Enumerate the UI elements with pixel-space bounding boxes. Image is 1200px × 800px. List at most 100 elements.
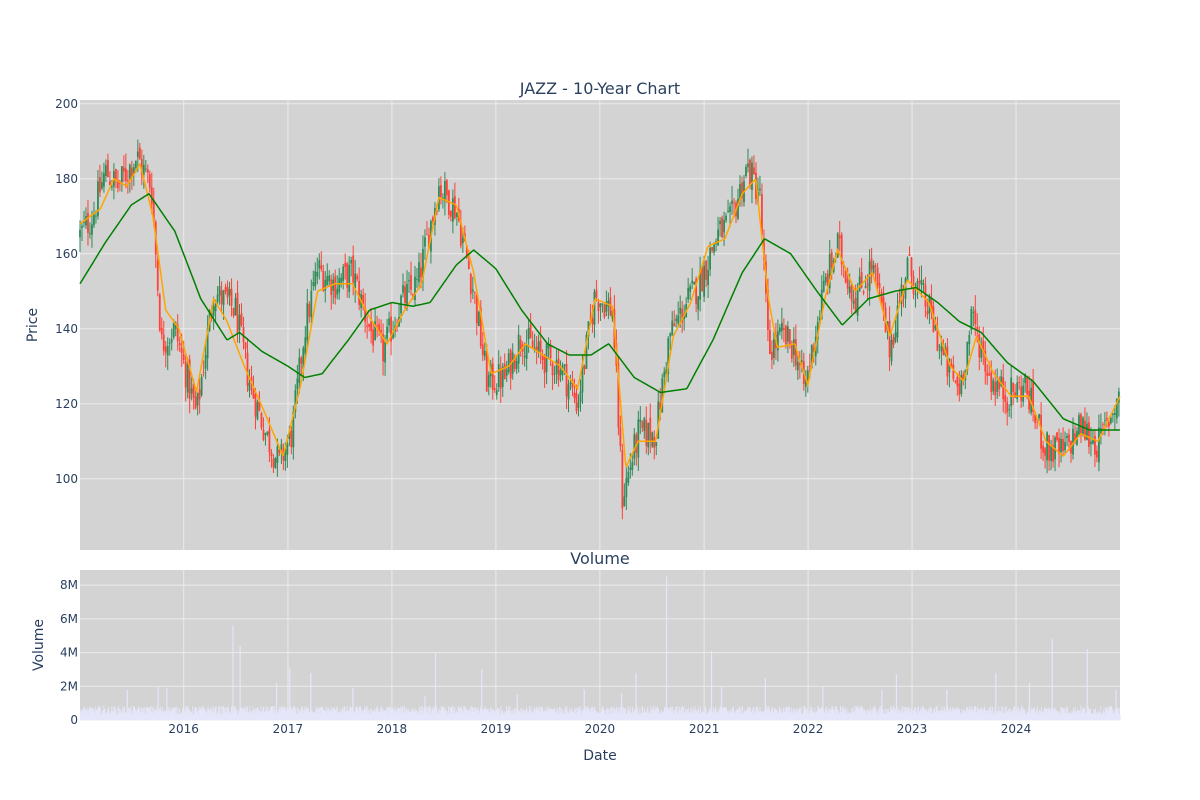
candle-body	[1012, 382, 1015, 392]
candle-body	[848, 286, 851, 293]
date-x-axis-label: Date	[583, 748, 616, 764]
volume-bar	[320, 714, 322, 720]
volume-bar	[383, 710, 384, 720]
volume-bar	[568, 708, 570, 720]
candle-body	[107, 160, 109, 178]
volume-bar	[348, 709, 350, 720]
volume-bar	[863, 709, 865, 720]
candle-body	[898, 300, 901, 304]
volume-bar	[529, 712, 531, 720]
volume-bar	[863, 709, 865, 720]
volume-bar	[622, 710, 624, 720]
volume-bar	[1050, 713, 1052, 720]
volume-bar	[709, 706, 711, 720]
volume-bar	[810, 709, 812, 720]
volume-bar	[526, 707, 527, 720]
volume-bar	[274, 709, 276, 720]
volume-bar	[359, 706, 361, 720]
volume-bar	[661, 713, 663, 720]
volume-bar	[323, 709, 325, 720]
candle-body	[677, 315, 680, 324]
volume-bar	[471, 707, 473, 720]
volume-bar	[1066, 706, 1068, 720]
volume-bar	[557, 709, 559, 720]
volume-bar	[552, 708, 554, 720]
volume-bar	[170, 710, 172, 720]
volume-bar	[738, 713, 739, 720]
volume-bar	[301, 706, 302, 720]
volume-bar	[1065, 713, 1066, 720]
volume-bar	[646, 712, 648, 720]
volume-bar	[989, 708, 991, 720]
volume-bar	[973, 706, 975, 720]
volume-bar	[432, 709, 433, 720]
candle-body	[790, 344, 793, 359]
volume-y-tick-label: 6M	[60, 612, 78, 626]
volume-bar	[475, 707, 477, 720]
volume-bar	[99, 707, 101, 720]
volume-bar	[924, 708, 926, 720]
volume-bar	[337, 714, 339, 720]
volume-bar	[380, 714, 382, 720]
candle-body	[242, 326, 245, 343]
volume-bar	[664, 706, 666, 720]
volume-bar	[1080, 713, 1082, 720]
candle-body	[982, 340, 985, 353]
volume-bar	[722, 708, 723, 720]
candle-body	[675, 318, 678, 322]
volume-bar	[530, 706, 532, 720]
candle-body	[818, 318, 821, 321]
volume-bar	[900, 709, 902, 720]
volume-bar	[804, 706, 805, 720]
volume-bar	[1047, 708, 1049, 720]
volume-bar	[495, 710, 497, 720]
volume-bar	[381, 706, 383, 720]
volume-bar	[735, 711, 737, 720]
volume-bar	[405, 714, 407, 720]
candle-body	[152, 199, 155, 222]
volume-bar	[655, 707, 657, 720]
candle-body	[1026, 377, 1029, 395]
candle-body	[105, 165, 107, 177]
volume-bar	[222, 706, 224, 720]
volume-bar	[640, 714, 642, 720]
volume-bar	[986, 709, 988, 720]
volume-bar	[327, 707, 329, 720]
volume-bar	[1002, 713, 1004, 720]
volume-bar	[952, 708, 954, 720]
candle-body	[308, 304, 311, 317]
volume-bar	[1073, 710, 1075, 720]
volume-bar	[930, 707, 931, 720]
candle-body	[882, 297, 885, 307]
volume-bar	[330, 711, 332, 720]
volume-bar	[839, 711, 841, 720]
volume-bar	[732, 707, 734, 720]
volume-bar	[289, 667, 291, 720]
volume-bar	[927, 713, 929, 720]
volume-bar	[106, 712, 108, 720]
volume-bar	[192, 714, 194, 720]
candle-body	[707, 269, 710, 286]
candle-body	[479, 307, 482, 346]
volume-bar	[389, 709, 391, 720]
volume-bar	[634, 713, 636, 720]
volume-bar	[772, 707, 774, 720]
volume-bar	[209, 710, 211, 720]
volume-bar	[718, 710, 719, 720]
volume-bar	[796, 708, 798, 720]
volume-bar	[1000, 711, 1002, 720]
volume-bar	[851, 714, 853, 720]
volume-bar	[862, 713, 864, 720]
volume-bar	[869, 711, 870, 720]
volume-bar	[264, 712, 266, 720]
candle-body	[559, 369, 562, 376]
volume-bar	[635, 672, 637, 720]
volume-bar	[734, 714, 735, 720]
candle-body	[178, 343, 181, 346]
volume-bar	[996, 713, 997, 720]
volume-bar	[112, 711, 114, 720]
volume-bar	[401, 707, 403, 720]
candle-body	[840, 234, 843, 265]
candle-body	[850, 284, 853, 301]
